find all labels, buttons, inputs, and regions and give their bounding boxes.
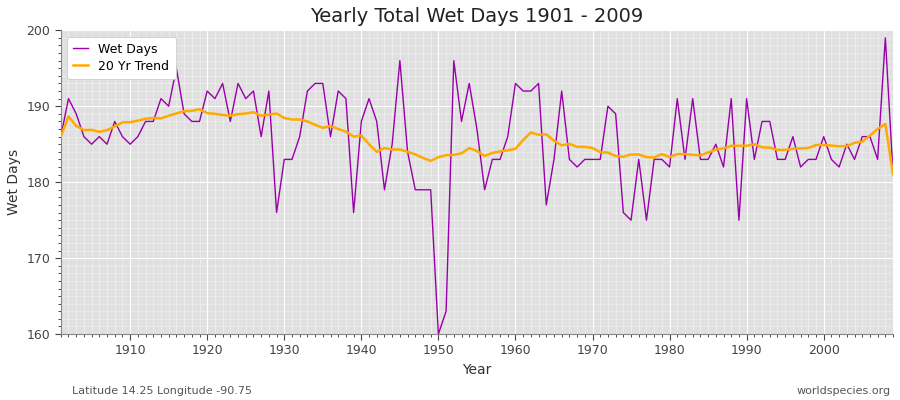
Y-axis label: Wet Days: Wet Days	[7, 149, 21, 215]
20 Yr Trend	[340, 129, 351, 134]
20 Yr Trend	[56, 134, 67, 139]
20 Yr Trend	[887, 172, 898, 177]
Line: 20 Yr Trend: 20 Yr Trend	[61, 109, 893, 174]
Wet Days	[117, 134, 128, 139]
Wet Days	[286, 157, 297, 162]
20 Yr Trend	[518, 138, 528, 142]
Wet Days	[56, 134, 67, 139]
Wet Days	[518, 89, 528, 94]
20 Yr Trend	[610, 154, 621, 158]
Title: Yearly Total Wet Days 1901 - 2009: Yearly Total Wet Days 1901 - 2009	[310, 7, 644, 26]
Text: Latitude 14.25 Longitude -90.75: Latitude 14.25 Longitude -90.75	[72, 386, 252, 396]
Line: Wet Days: Wet Days	[61, 38, 893, 334]
Wet Days	[610, 112, 621, 116]
20 Yr Trend	[117, 120, 128, 125]
Wet Days	[433, 332, 444, 336]
Legend: Wet Days, 20 Yr Trend: Wet Days, 20 Yr Trend	[67, 36, 176, 79]
Wet Days	[333, 89, 344, 94]
Wet Days	[887, 172, 898, 177]
Wet Days	[880, 36, 891, 40]
20 Yr Trend	[510, 146, 521, 151]
Text: worldspecies.org: worldspecies.org	[796, 386, 891, 396]
20 Yr Trend	[194, 107, 205, 112]
Wet Days	[510, 81, 521, 86]
20 Yr Trend	[294, 117, 305, 122]
X-axis label: Year: Year	[463, 363, 491, 377]
